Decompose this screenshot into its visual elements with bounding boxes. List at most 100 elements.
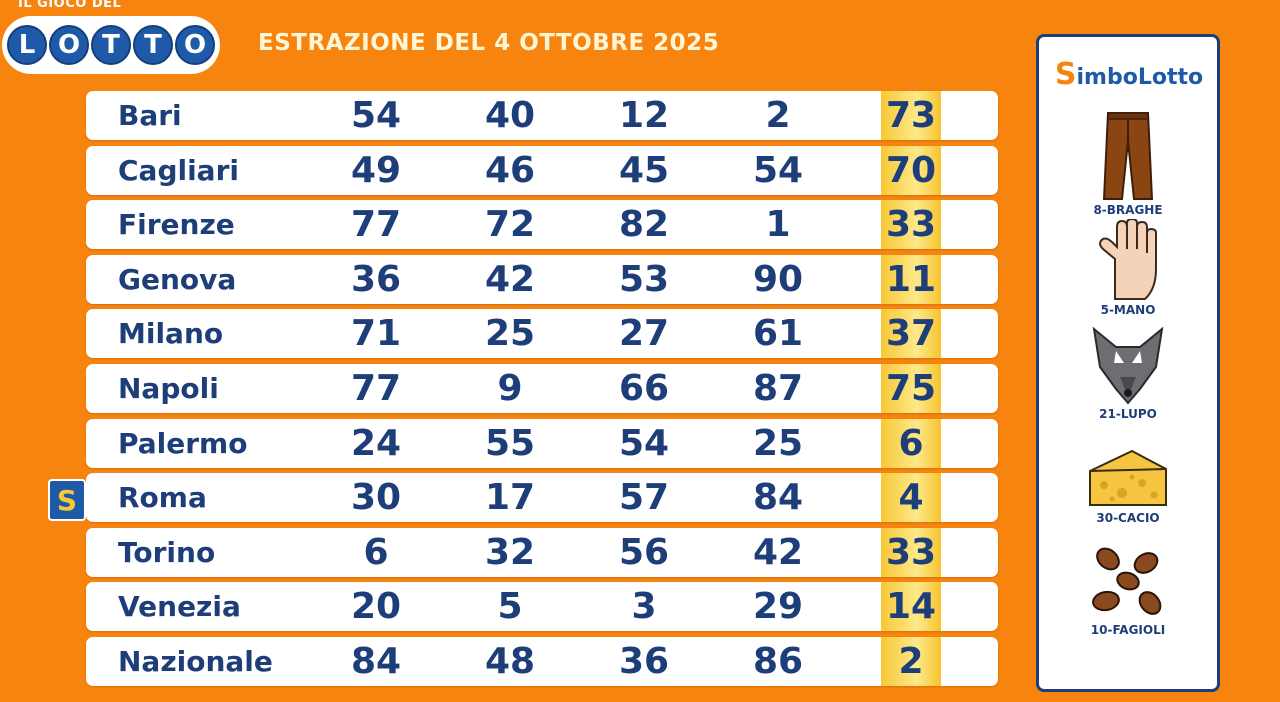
drawn-number: 30 bbox=[350, 477, 402, 519]
drawn-number: 54 bbox=[618, 422, 670, 464]
drawn-number: 66 bbox=[618, 367, 670, 409]
drawn-number: 49 bbox=[350, 149, 402, 191]
simbolo-number: 73 bbox=[881, 91, 941, 140]
simbolotto-marker-icon: S bbox=[48, 479, 86, 522]
drawn-number: 40 bbox=[484, 95, 536, 136]
symbol-fagioli: 10-FAGIOLI bbox=[1039, 541, 1217, 637]
table-row: Napoli 77 9 66 87 75 bbox=[86, 363, 998, 413]
drawn-number: 45 bbox=[618, 149, 670, 191]
drawn-number: 5 bbox=[497, 586, 523, 628]
table-row: Palermo 24 55 54 25 6 bbox=[86, 418, 998, 468]
drawn-number: 6 bbox=[363, 531, 389, 573]
table-row: S Roma 30 17 57 84 4 bbox=[48, 473, 998, 523]
drawn-number: 17 bbox=[484, 477, 536, 519]
drawn-number: 42 bbox=[752, 531, 804, 573]
drawn-number: 87 bbox=[752, 367, 804, 409]
symbol-label: 8-BRAGHE bbox=[1093, 203, 1163, 217]
simbolotto-panel: SimboLotto 8-BRAGHE 5-MANO 21-LUPO bbox=[1036, 34, 1220, 692]
drawn-number: 20 bbox=[350, 586, 402, 628]
results-table: Bari 54 40 12 2 73 Cagliari 49 46 45 54 70 Firenze 77… bbox=[48, 91, 998, 692]
table-row: Nazionale 84 48 36 86 2 bbox=[86, 636, 998, 686]
symbol-label: 21-LUPO bbox=[1099, 407, 1157, 421]
city-name: Venezia bbox=[118, 590, 241, 624]
logo-letter: O bbox=[49, 25, 89, 65]
drawn-number: 90 bbox=[752, 258, 804, 300]
drawn-number: 42 bbox=[484, 258, 536, 300]
table-row: Cagliari 49 46 45 54 70 bbox=[86, 145, 998, 195]
logo-letter: O bbox=[175, 25, 215, 65]
wolf-icon bbox=[1092, 327, 1164, 405]
table-row: Milano 71 25 27 61 37 bbox=[86, 309, 998, 359]
city-name: Firenze bbox=[118, 208, 235, 242]
simbolo-number: 75 bbox=[881, 363, 941, 413]
beans-icon bbox=[1092, 547, 1162, 615]
simbolo-number: 4 bbox=[881, 473, 941, 523]
city-name: Genova bbox=[118, 262, 237, 296]
simbolo-number: 37 bbox=[881, 309, 941, 359]
drawn-number: 71 bbox=[350, 313, 402, 355]
logo-top-text: IL GIOCO DEL bbox=[18, 0, 122, 11]
drawn-number: 12 bbox=[618, 95, 670, 136]
drawn-number: 29 bbox=[752, 586, 804, 628]
city-name: Nazionale bbox=[118, 644, 273, 678]
logo-letter: T bbox=[91, 25, 131, 65]
simbolotto-title-rest: imboLotto bbox=[1076, 65, 1204, 90]
city-name: Torino bbox=[118, 535, 216, 569]
symbol-label: 30-CACIO bbox=[1096, 511, 1160, 525]
drawn-number: 86 bbox=[752, 640, 804, 682]
logo-letter: L bbox=[7, 25, 47, 65]
lotto-logo: IL GIOCO DEL L O T T O bbox=[0, 0, 230, 80]
simbolo-number: 33 bbox=[881, 527, 941, 577]
table-row: Venezia 20 5 3 29 14 bbox=[86, 582, 998, 632]
drawn-number: 77 bbox=[350, 367, 402, 409]
symbol-braghe: 8-BRAGHE bbox=[1039, 111, 1217, 217]
drawn-number: 9 bbox=[497, 367, 523, 409]
cheese-icon bbox=[1089, 449, 1167, 506]
drawn-number: 36 bbox=[618, 640, 670, 682]
drawn-number: 46 bbox=[484, 149, 536, 191]
page-title: ESTRAZIONE DEL 4 OTTOBRE 2025 bbox=[258, 30, 720, 56]
drawn-number: 3 bbox=[631, 586, 657, 628]
symbol-label: 10-FAGIOLI bbox=[1090, 623, 1166, 637]
city-name: Napoli bbox=[118, 371, 219, 405]
table-row: Torino 6 32 56 42 33 bbox=[86, 527, 998, 577]
drawn-number: 55 bbox=[484, 422, 536, 464]
city-name: Palermo bbox=[118, 426, 248, 460]
drawn-number: 25 bbox=[752, 422, 804, 464]
drawn-number: 54 bbox=[350, 95, 402, 136]
simbolotto-s: S bbox=[1054, 57, 1077, 92]
drawn-number: 84 bbox=[350, 640, 402, 682]
symbol-lupo: 21-LUPO bbox=[1039, 327, 1217, 421]
drawn-number: 77 bbox=[350, 204, 402, 246]
drawn-number: 27 bbox=[618, 313, 670, 355]
drawn-number: 82 bbox=[618, 204, 670, 246]
drawn-number: 53 bbox=[618, 258, 670, 300]
logo-pill: L O T T O bbox=[2, 16, 220, 74]
simbolo-number: 33 bbox=[881, 200, 941, 250]
city-name: Milano bbox=[118, 317, 224, 351]
simbolo-number: 2 bbox=[881, 636, 941, 686]
logo-letter: T bbox=[133, 25, 173, 65]
simbolo-number: 14 bbox=[881, 582, 941, 632]
city-name: Bari bbox=[118, 99, 182, 132]
drawn-number: 24 bbox=[350, 422, 402, 464]
city-name: Roma bbox=[118, 481, 207, 515]
drawn-number: 84 bbox=[752, 477, 804, 519]
drawn-number: 36 bbox=[350, 258, 402, 300]
drawn-number: 56 bbox=[618, 531, 670, 573]
simbolo-number: 11 bbox=[881, 254, 941, 304]
drawn-number: 32 bbox=[484, 531, 536, 573]
drawn-number: 61 bbox=[752, 313, 804, 355]
hand-icon bbox=[1099, 219, 1157, 300]
drawn-number: 2 bbox=[765, 95, 791, 136]
drawn-number: 54 bbox=[752, 149, 804, 191]
simbolotto-title: SimboLotto bbox=[1049, 57, 1209, 92]
simbolo-number: 6 bbox=[881, 418, 941, 468]
symbol-mano: 5-MANO bbox=[1039, 219, 1217, 317]
drawn-number: 48 bbox=[484, 640, 536, 682]
table-row: Firenze 77 72 82 1 33 bbox=[86, 200, 998, 250]
table-row: Genova 36 42 53 90 11 bbox=[86, 254, 998, 304]
symbol-cacio: 30-CACIO bbox=[1039, 449, 1217, 525]
symbol-label: 5-MANO bbox=[1100, 303, 1156, 317]
drawn-number: 25 bbox=[484, 313, 536, 355]
